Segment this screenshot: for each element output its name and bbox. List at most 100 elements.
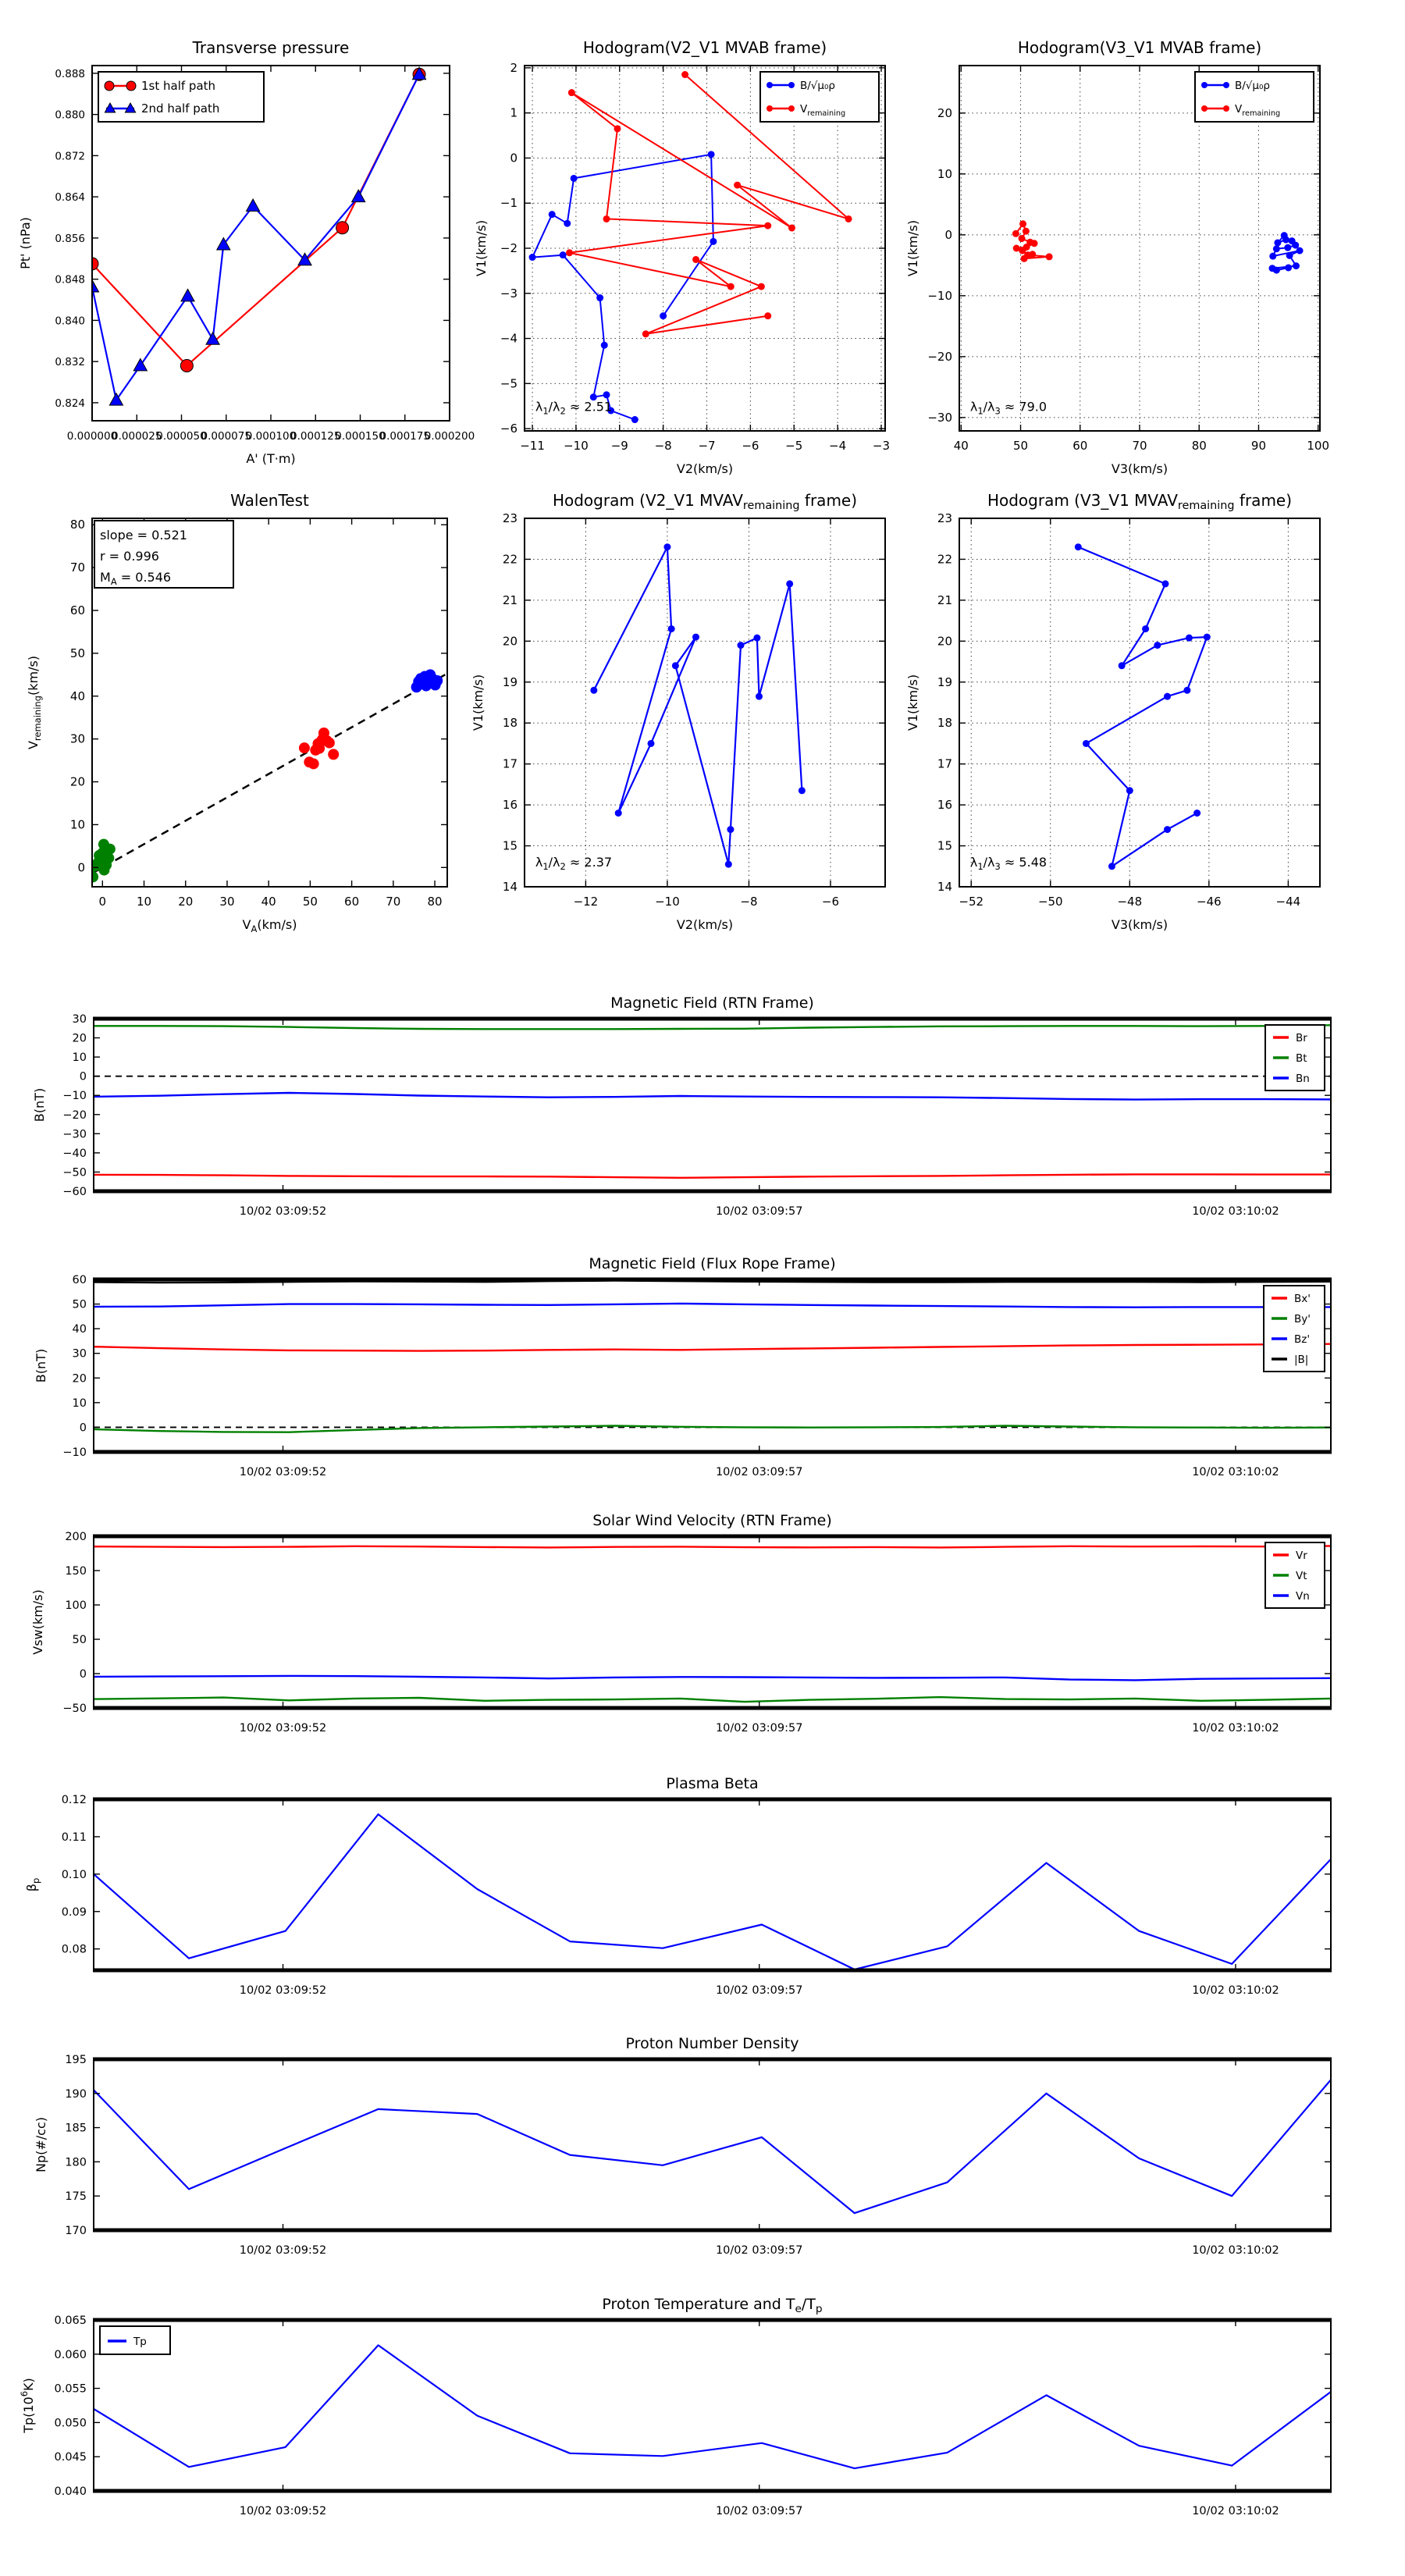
v2mvab-xtick: −7 [698,439,715,453]
v3mvab-xtick: 50 [1013,439,1028,453]
walen-ytick: 70 [70,560,85,575]
v2mvav-series [590,543,806,868]
vsw-legend-label: Vr [1296,1550,1307,1562]
v2mvav-ytick: 16 [503,798,518,812]
v3mvab-xtick: 60 [1072,439,1087,453]
transverse-legend-label: 2nd half path [141,101,219,116]
vsw-ytick: 50 [73,1634,87,1646]
b_rtn-ytick: −60 [62,1186,87,1198]
v3mvab-ytick: −30 [927,411,952,425]
tp-ytick: 0.045 [54,2451,87,2464]
transverse-ytick: 0.880 [55,109,85,122]
v3mvav-ytick: 16 [937,798,952,812]
walen-xtick: 40 [261,895,276,909]
v2mvab-xtick: −5 [785,439,802,453]
b_rtn-ytick: −40 [62,1147,87,1160]
beta-chart: 10/02 03:09:52 10/02 03:09:57 10/02 03:10:… [24,1775,1332,1997]
np-ytick: 185 [65,2122,87,2135]
np-ytick: 170 [65,2225,87,2237]
v3mvav-ytick: 20 [937,634,952,648]
v2mvav-ytick: 23 [503,511,518,525]
b_fr-series [94,1279,1331,1433]
beta-ytick: 0.09 [62,1906,87,1919]
b_rtn-ytick: −20 [62,1109,87,1122]
b_fr-xtick: 10/02 03:09:57 [716,1466,803,1478]
transverse-xtick: 0.000150 [335,430,385,443]
b_fr-ylabel: B(nT) [34,1349,48,1382]
v3mvab-ylabel: V1(km/s) [905,220,920,276]
b_rtn-chart: 10/02 03:09:52 10/02 03:09:57 10/02 03:10:… [32,994,1332,1218]
v3mvav-ytick: 14 [937,880,952,894]
walen-title: WalenTest [230,491,309,510]
v2mvab-xtick: −10 [564,439,589,453]
b_fr-ytick: 60 [73,1274,87,1286]
v3mvav-ylabel: V1(km/s) [905,674,920,731]
v3mvab-ytick: 10 [937,167,952,181]
beta-ytick: 0.11 [62,1831,87,1844]
np-ytick: 175 [65,2190,87,2203]
v3mvab-ytick: 20 [937,106,952,120]
np-ytick: 195 [65,2054,87,2066]
b_fr-legend-label: By' [1294,1313,1311,1325]
b_fr-xtick: 10/02 03:10:02 [1192,1466,1279,1478]
walen-series [92,669,446,883]
v2mvav-chart: −12 −10 −8 −6 14 15 16 17 18 19 20 21 22 23 Hodogram (… [471,491,886,932]
v2mvab-ytick: −3 [500,286,518,301]
v3mvav-ytick: 18 [937,716,952,730]
transverse-title: Transverse pressure [192,38,350,57]
v2mvab-ylabel: V1(km/s) [474,220,489,276]
v2mvab-ytick: −2 [500,241,518,255]
v3mvav-ytick: 21 [937,593,952,607]
vsw-legend-label: Vt [1296,1570,1307,1582]
tp-chart: 10/02 03:09:52 10/02 03:09:57 10/02 03:10:… [19,2296,1332,2517]
v2mvab-legend-label: B/√μ₀ρ [800,80,835,92]
v2mvab-ytick: −4 [500,332,518,346]
transverse-xtick: 0.000125 [290,430,340,443]
transverse-ytick: 0.856 [55,233,85,245]
v3mvab-xtick: 40 [954,439,969,453]
tp-ytick: 0.040 [54,2485,87,2498]
v2mvab-legend-label: Vremaining [800,103,845,118]
walen-stat-line: MA = 0.546 [100,570,171,587]
transverse-ytick: 0.872 [55,150,85,162]
v3mvab-series [1012,220,1304,274]
b_rtn-ytick: 0 [80,1071,87,1083]
vsw-ytick: 0 [80,1668,87,1681]
beta-series [94,1813,1331,1970]
v3mvab-ytick: 0 [944,228,952,242]
v3mvav-ytick: 15 [937,839,952,853]
v2mvav-annotation: λ1/λ2 ≈ 2.37 [535,855,612,872]
b_fr-ytick: −10 [62,1446,87,1459]
walen-stat-line: r = 0.996 [100,549,159,564]
beta-xtick: 10/02 03:09:57 [716,1984,803,1997]
v3mvav-xtick: −52 [959,895,984,909]
b_fr-title: Magnetic Field (Flux Rope Frame) [589,1255,835,1272]
beta-ytick: 0.10 [62,1869,87,1881]
v3mvav-ytick: 22 [937,552,952,566]
v2mvab-ytick: 0 [510,151,518,165]
np-ytick: 190 [65,2088,87,2101]
v2mvav-ytick: 18 [503,716,518,730]
v3mvab-xtick: 100 [1307,439,1329,453]
v3mvav-series [1074,543,1211,870]
v2mvab-xtick: −8 [655,439,672,453]
vsw-ytick: −50 [62,1703,87,1715]
b_fr-ytick: 30 [73,1348,87,1361]
walen-xtick: 70 [386,895,400,909]
walen-ytick: 60 [70,603,85,617]
np-chart: 10/02 03:09:52 10/02 03:09:57 10/02 03:10:… [34,2035,1332,2257]
v2mvab-series [528,71,852,424]
transverse-xtick: 0.000000 [67,430,117,443]
v2mvav-ytick: 17 [503,757,518,771]
vsw-chart: 10/02 03:09:52 10/02 03:09:57 10/02 03:10:… [30,1512,1332,1735]
v2mvav-xlabel: V2(km/s) [677,917,733,932]
vsw-ylabel: Vsw(km/s) [30,1589,45,1654]
walen-ytick: 0 [77,860,85,874]
walen-xtick: 60 [344,895,359,909]
beta-title: Plasma Beta [666,1775,758,1792]
tp-xtick: 10/02 03:09:52 [240,2505,327,2517]
v3mvav-xtick: −50 [1038,895,1063,909]
b_rtn-legend-label: Bn [1296,1073,1310,1085]
